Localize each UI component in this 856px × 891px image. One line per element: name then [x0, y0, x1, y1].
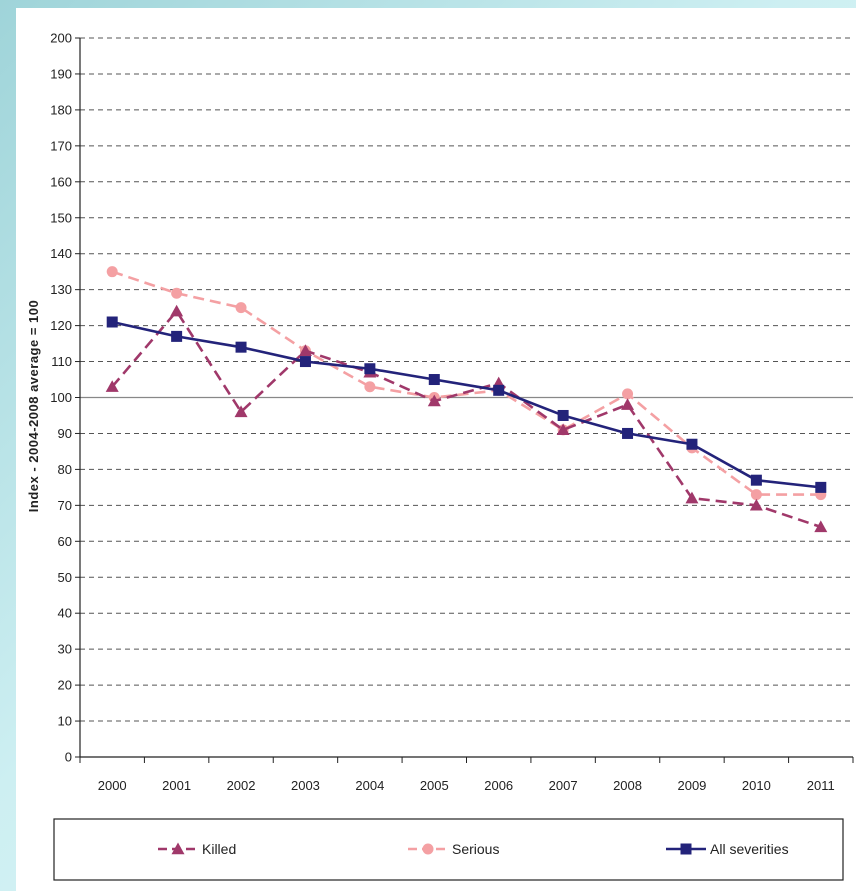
legend-marker — [680, 843, 692, 855]
data-point — [622, 388, 634, 400]
x-tick-label: 2001 — [162, 778, 191, 793]
y-tick-label: 190 — [50, 66, 72, 81]
data-point — [814, 520, 828, 533]
y-tick-label: 70 — [58, 498, 72, 513]
legend-marker — [171, 842, 185, 855]
data-point — [105, 380, 119, 392]
data-point — [815, 481, 827, 493]
legend-label: Serious — [452, 841, 499, 857]
x-tick-label: 2009 — [677, 778, 706, 793]
series-killed — [105, 304, 828, 533]
x-tick-label: 2000 — [98, 778, 127, 793]
series-all-severities — [106, 316, 827, 493]
x-tick-label: 2002 — [227, 778, 256, 793]
y-tick-label: 0 — [65, 750, 72, 765]
data-point — [106, 266, 118, 278]
x-tick-label: 2008 — [613, 778, 642, 793]
y-tick-label: 10 — [58, 714, 72, 729]
y-tick-label: 160 — [50, 174, 72, 189]
x-tick-label: 2004 — [355, 778, 384, 793]
data-point — [557, 409, 569, 421]
data-point — [621, 398, 635, 410]
legend-label: All severities — [710, 841, 789, 857]
data-point — [235, 302, 247, 314]
grid-layer — [80, 37, 853, 722]
legend: Killed Serious All severities — [53, 818, 844, 881]
x-tick-label: 2003 — [291, 778, 320, 793]
legend-label: Killed — [202, 841, 236, 857]
y-tick-label: 80 — [58, 462, 72, 477]
y-tick-label: 180 — [50, 102, 72, 117]
legend-item: Serious — [408, 841, 499, 857]
data-point — [364, 381, 376, 393]
y-tick-label: 150 — [50, 210, 72, 225]
x-tick-label: 2005 — [420, 778, 449, 793]
data-point — [556, 423, 570, 436]
data-point — [298, 344, 312, 356]
legend-item: Killed — [158, 841, 236, 857]
data-point — [299, 356, 311, 368]
y-tick-label: 40 — [58, 606, 72, 621]
y-tick-label: 100 — [50, 390, 72, 405]
y-tick-label: 20 — [58, 678, 72, 693]
x-tick-label: 2006 — [484, 778, 513, 793]
data-point — [427, 394, 441, 407]
y-tick-label: 90 — [58, 426, 72, 441]
y-tick-label: 50 — [58, 570, 72, 585]
legend-item: All severities — [666, 841, 789, 857]
data-point — [364, 363, 376, 375]
series-serious — [106, 266, 827, 501]
y-tick-label: 120 — [50, 318, 72, 333]
series-layer — [105, 266, 828, 533]
y-tick-label: 30 — [58, 642, 72, 657]
chart-panel: 0 10 20 30 40 50 60 70 80 90 100 110 120 130 140 150 160… — [16, 8, 856, 891]
legend-marker — [422, 843, 434, 855]
data-point — [171, 330, 183, 342]
y-tick-label: 60 — [58, 534, 72, 549]
y-tick-label: 140 — [50, 246, 72, 261]
data-point — [171, 287, 183, 299]
x-tick-label: 2010 — [742, 778, 771, 793]
y-axis-label: Index - 2004-2008 average = 100 — [26, 300, 41, 512]
data-point — [170, 304, 184, 317]
data-point — [622, 427, 634, 439]
data-point — [686, 438, 698, 450]
data-point — [750, 474, 762, 486]
series-line — [111, 309, 822, 529]
axis-layer: 0 10 20 30 40 50 60 70 80 90 100 110 120 130 140 150 160… — [50, 31, 854, 793]
y-tick-label: 110 — [51, 354, 72, 369]
data-point — [750, 489, 762, 501]
y-tick-label: 200 — [50, 31, 72, 46]
legend-box — [53, 818, 844, 881]
y-tick-label: 130 — [50, 282, 72, 297]
series-line — [111, 320, 821, 489]
y-tick-label: 170 — [50, 138, 72, 153]
x-tick-label: 2011 — [807, 778, 835, 793]
data-point — [235, 341, 247, 353]
line-chart: 0 10 20 30 40 50 60 70 80 90 100 110 120 130 140 150 160… — [26, 31, 854, 881]
data-point — [428, 374, 440, 386]
data-point — [685, 491, 699, 504]
data-point — [234, 405, 248, 418]
data-point — [106, 316, 118, 328]
x-tick-label: 2007 — [549, 778, 578, 793]
series-line — [111, 270, 821, 496]
data-point — [749, 498, 763, 511]
data-point — [493, 384, 505, 396]
